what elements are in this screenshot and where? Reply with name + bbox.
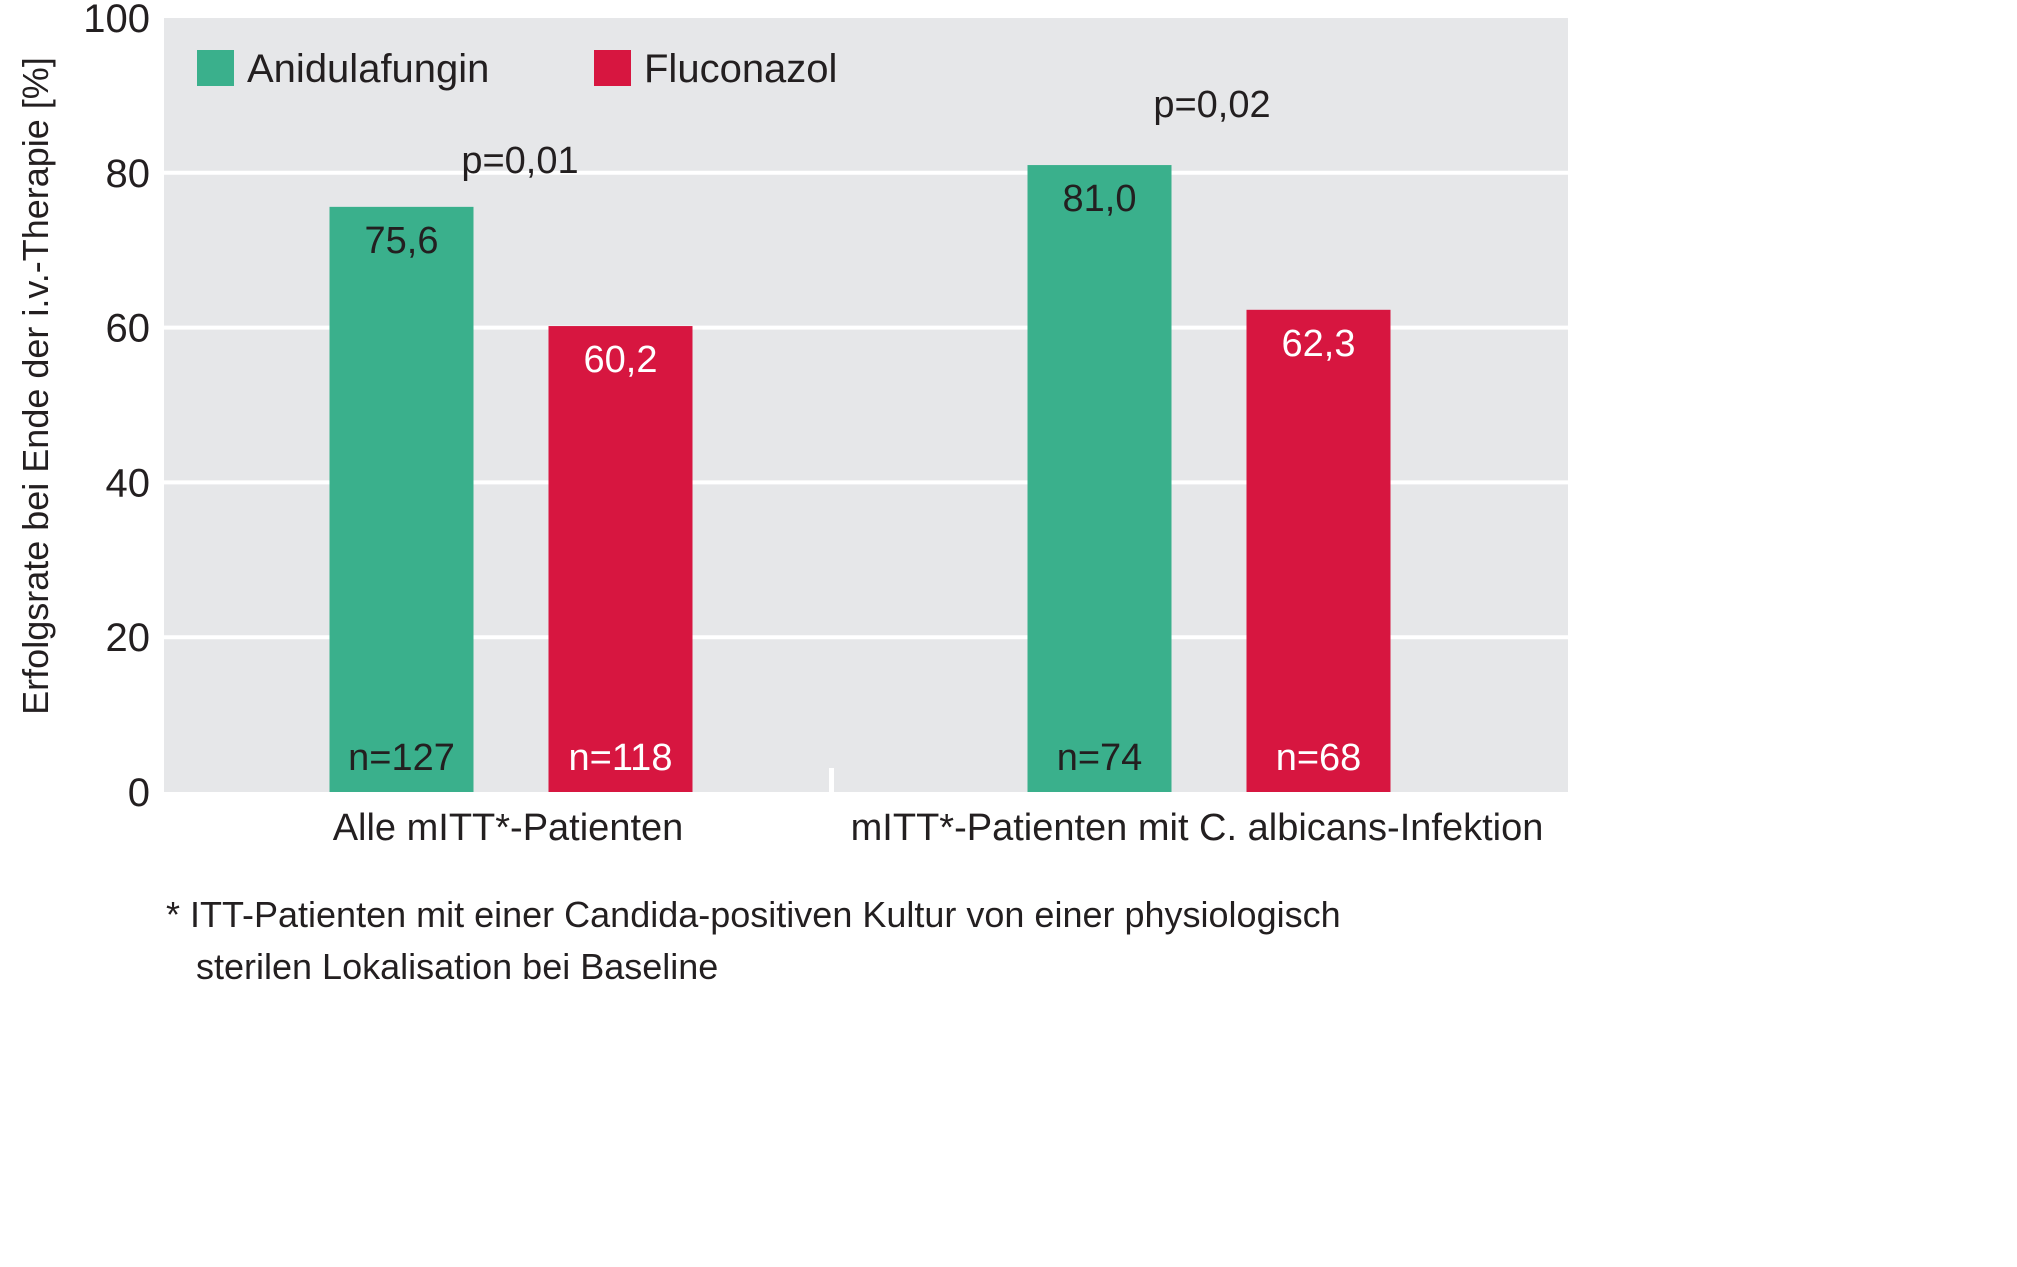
bar-anidulafungin bbox=[1027, 165, 1172, 792]
bars bbox=[329, 165, 1391, 792]
y-axis-label: Erfolgsrate bei Ende der i.v.-Therapie [… bbox=[15, 57, 56, 715]
y-tick-label: 100 bbox=[83, 0, 150, 41]
bar-n-label: n=68 bbox=[1276, 737, 1362, 779]
x-axis-categories: Alle mITT*-Patienten mITT*-Patienten mit … bbox=[333, 807, 1544, 849]
y-tick-label: 0 bbox=[128, 771, 150, 815]
footnote-line-1: * ITT-Patienten mit einer Candida-positi… bbox=[166, 894, 1341, 935]
x-category-label: mITT*-Patienten mit C. albicans-Infektio… bbox=[851, 807, 1544, 849]
bar-n-label: n=74 bbox=[1057, 737, 1143, 779]
bar-fluconazol bbox=[1246, 309, 1391, 792]
y-tick-label: 20 bbox=[106, 616, 151, 660]
p-value-label: p=0,02 bbox=[1153, 84, 1270, 126]
bar-value-label: 75,6 bbox=[365, 220, 439, 262]
bar-n-label: n=118 bbox=[569, 737, 673, 779]
bar-value-label: 60,2 bbox=[584, 339, 658, 381]
y-tick-label: 40 bbox=[106, 461, 151, 505]
bar-value-label: 62,3 bbox=[1282, 323, 1356, 365]
p-values: p=0,01 p=0,02 bbox=[461, 84, 1270, 182]
bar-anidulafungin bbox=[329, 206, 474, 792]
bar-value-label: 81,0 bbox=[1063, 178, 1137, 220]
bar-fluconazol bbox=[548, 326, 693, 792]
legend-label: Fluconazol bbox=[644, 47, 837, 91]
y-tick-label: 80 bbox=[106, 152, 151, 196]
legend: Anidulafungin Fluconazol bbox=[197, 47, 837, 91]
x-category-label: Alle mITT*-Patienten bbox=[333, 807, 684, 849]
bar-n-label: n=127 bbox=[348, 737, 455, 779]
axis-separator bbox=[829, 768, 834, 792]
bar-labels: 75,6 n=127 60,2 n=118 81,0 n=74 62,3 n=68 bbox=[348, 178, 1361, 779]
footnote-line-2: sterilen Lokalisation bei Baseline bbox=[196, 946, 719, 987]
y-axis-ticks: 0 20 40 60 80 100 bbox=[83, 0, 150, 815]
legend-label: Anidulafungin bbox=[247, 47, 489, 91]
p-value-label: p=0,01 bbox=[461, 140, 578, 182]
legend-swatch bbox=[197, 50, 234, 86]
bar-chart: 0 20 40 60 80 100 75,6 n=127 60,2 n=118 81,0 n=74 6… bbox=[15, 0, 1568, 849]
y-tick-label: 60 bbox=[106, 307, 151, 351]
legend-swatch bbox=[594, 50, 631, 86]
